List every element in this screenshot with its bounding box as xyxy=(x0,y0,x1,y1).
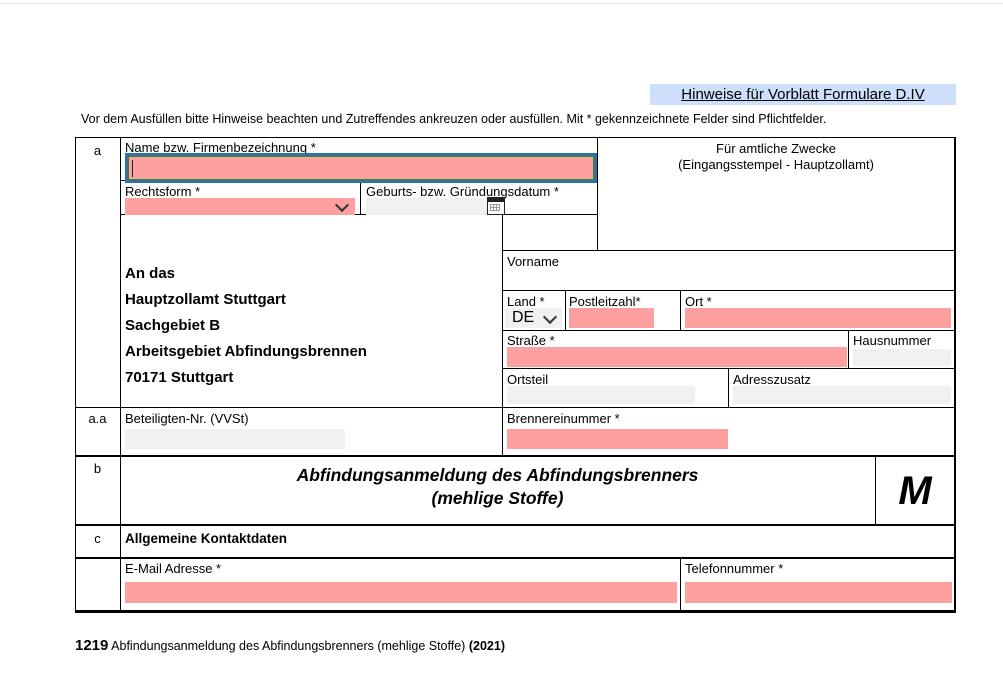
grid-line xyxy=(597,137,598,250)
telefon-label: Telefonnummer * xyxy=(685,561,784,576)
grid-line xyxy=(75,524,956,526)
row-letter-aa: a.a xyxy=(88,411,107,426)
rechtsform-label: Rechtsform * xyxy=(125,184,201,199)
grid-line xyxy=(502,330,956,331)
section-kontaktdaten-heading: Allgemeine Kontaktdaten xyxy=(125,531,288,546)
postleitzahl-input[interactable] xyxy=(569,308,654,328)
email-label: E-Mail Adresse * xyxy=(125,561,222,576)
beteiligten-nr-input[interactable] xyxy=(125,429,345,449)
ort-input[interactable] xyxy=(685,308,951,328)
name-label: Name bzw. Firmenbezeichnung * xyxy=(125,140,316,155)
grid-line xyxy=(502,368,956,369)
ortsteil-label: Ortsteil xyxy=(507,372,549,387)
grid-line xyxy=(75,455,956,457)
brennereinummer-input[interactable] xyxy=(507,429,728,449)
recipient-address-block: An das Hauptzollamt Stuttgart Sachgebiet… xyxy=(125,261,367,391)
adresszusatz-label: Adresszusatz xyxy=(733,372,812,387)
grid-line xyxy=(875,455,876,525)
grid-line xyxy=(848,330,849,368)
beteiligten-nr-label: Beteiligten-Nr. (VVSt) xyxy=(125,411,249,426)
grid-line xyxy=(502,214,503,455)
grid-line xyxy=(565,290,566,330)
adresszusatz-input[interactable] xyxy=(733,386,951,404)
address-line: An das xyxy=(125,265,176,282)
hausnummer-input[interactable] xyxy=(853,349,951,366)
ortsteil-input[interactable] xyxy=(507,386,695,404)
land-selected-value: DE xyxy=(512,309,535,326)
official-use-line1: Für amtliche Zwecke xyxy=(716,141,836,156)
ort-label: Ort * xyxy=(685,294,712,309)
footer-form-number: 1219 xyxy=(75,637,109,654)
strasse-label: Straße * xyxy=(507,333,555,348)
official-use-box: Für amtliche Zwecke (Eingangsstempel - H… xyxy=(597,141,955,173)
grid-line xyxy=(120,137,121,610)
grid-line xyxy=(502,250,956,251)
row-letter-b: b xyxy=(93,461,102,476)
land-select[interactable]: DE xyxy=(505,308,562,328)
address-line: 70171 Stuttgart xyxy=(125,369,234,386)
geburtsdatum-label: Geburts- bzw. Gründungsdatum * xyxy=(366,184,559,199)
grid-line xyxy=(75,137,76,613)
grid-line xyxy=(75,557,956,559)
row-letter-a: a xyxy=(93,143,102,158)
official-use-line2: (Eingangsstempel - Hauptzollamt) xyxy=(678,157,874,172)
row-letter-c: c xyxy=(94,531,101,546)
form-type-marker: M xyxy=(898,469,932,513)
grid-line xyxy=(680,557,681,612)
vorname-label: Vorname xyxy=(507,254,560,269)
brennereinummer-label: Brennereinummer * xyxy=(507,411,620,426)
grid-line xyxy=(954,137,956,613)
footer: 1219 Abfindungsanmeldung des Abfindungsb… xyxy=(75,637,505,654)
postleitzahl-label: Postleitzahl* xyxy=(569,294,641,309)
grid-line xyxy=(75,407,956,408)
form-title: Abfindungsanmeldung des Abfindungsbrenne… xyxy=(120,464,875,510)
footer-form-year: (2021) xyxy=(468,639,505,653)
form-instruction-text: Vor dem Ausfüllen bitte Hinweise beachte… xyxy=(81,112,827,126)
calendar-icon[interactable] xyxy=(487,197,505,215)
chevron-down-icon xyxy=(542,309,558,325)
hausnummer-label: Hausnummer xyxy=(853,333,932,348)
strasse-input[interactable] xyxy=(507,347,847,367)
form-title-line1: Abfindungsanmeldung des Abfindungsbrenne… xyxy=(296,465,699,485)
grid-line xyxy=(120,214,597,215)
address-line: Arbeitsgebiet Abfindungsbrennen xyxy=(125,343,367,360)
footer-form-title: Abfindungsanmeldung des Abfindungsbrenne… xyxy=(111,639,466,653)
address-line: Sachgebiet B xyxy=(125,317,221,334)
name-input[interactable] xyxy=(127,155,595,181)
address-line: Hauptzollamt Stuttgart xyxy=(125,291,286,308)
chevron-down-icon xyxy=(334,197,350,213)
grid-line xyxy=(502,290,956,291)
grid-line xyxy=(680,290,681,330)
rechtsform-select[interactable] xyxy=(125,197,355,215)
page-top-divider xyxy=(0,3,1003,4)
form-title-line2: (mehlige Stoffe) xyxy=(431,488,564,508)
grid-line xyxy=(75,610,956,613)
text-caret xyxy=(132,160,133,177)
hinweise-link[interactable]: Hinweise für Vorblatt Formulare D.IV xyxy=(650,84,956,105)
grid-line xyxy=(75,137,956,138)
telefon-input[interactable] xyxy=(685,582,952,603)
land-label: Land * xyxy=(507,294,545,309)
grid-line xyxy=(360,180,361,214)
geburtsdatum-input[interactable] xyxy=(366,198,505,215)
email-input[interactable] xyxy=(125,582,677,603)
grid-line xyxy=(728,368,729,407)
